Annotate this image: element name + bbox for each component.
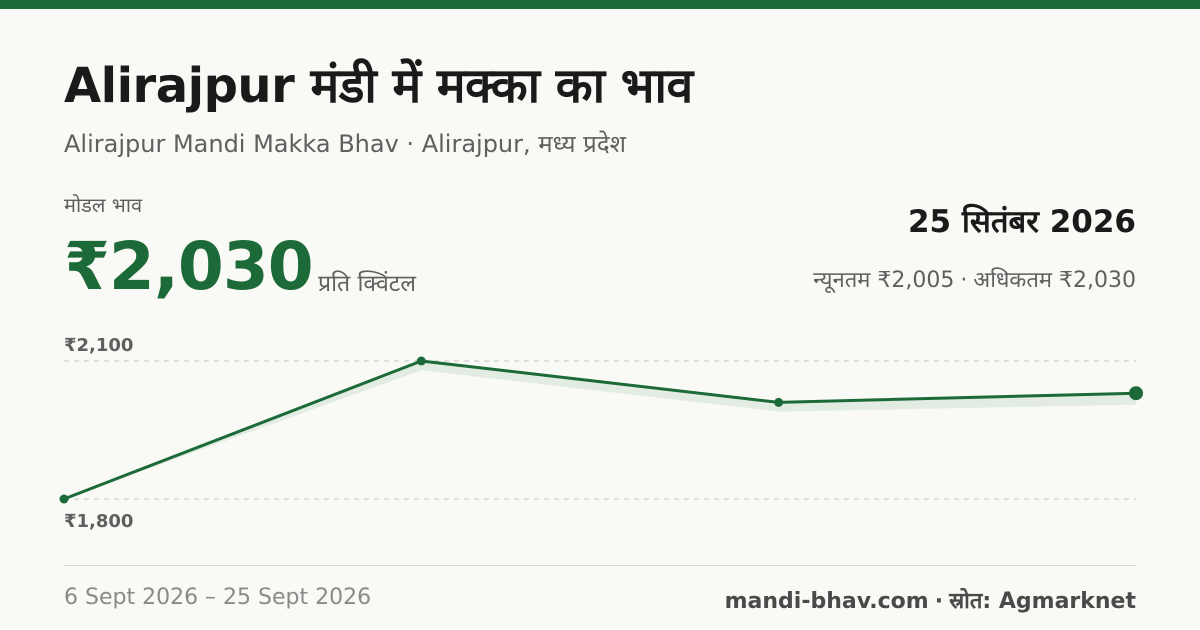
footer-divider: [64, 565, 1136, 566]
chart-axis-labels: ₹1,800 ₹2,100: [64, 335, 133, 532]
y-tick-label-1800: ₹1,800: [64, 511, 133, 532]
max-price: अधिकतम ₹2,030: [973, 268, 1136, 293]
footer-separator: ·: [934, 589, 944, 614]
price-range: न्यूनतम ₹2,005 · अधिकतम ₹2,030: [813, 264, 1136, 294]
modal-price-line: [62, 359, 1138, 501]
chart-series: [59, 356, 1143, 504]
date-period: 6 Sept 2026 – 25 Sept 2026: [64, 585, 372, 610]
data-source: स्रोत: Agmarknet: [949, 589, 1136, 614]
chart-gridlines: [64, 360, 1136, 500]
data-point-2: [416, 356, 426, 366]
data-point-3: [774, 397, 784, 407]
y-tick-label-2100: ₹2,100: [64, 335, 133, 356]
price-unit: प्रति क्विंटल: [318, 271, 416, 297]
data-point-1: [59, 494, 69, 504]
page-subtitle: Alirajpur Mandi Makka Bhav · Alirajpur, …: [64, 130, 626, 158]
range-separator: ·: [960, 268, 968, 293]
data-point-4: [1129, 386, 1143, 401]
page-title: Alirajpur मंडी में मक्का का भाव: [64, 58, 693, 114]
site-name: mandi-bhav.com: [724, 589, 929, 614]
footer-credits: mandi-bhav.com · स्रोत: Agmarknet: [725, 585, 1136, 615]
price-date: 25 सितंबर 2026: [907, 204, 1136, 240]
modal-price-value: ₹2,030: [64, 228, 314, 305]
modal-price-label: मोडल भाव: [64, 193, 143, 217]
top-accent-bar: [0, 0, 1200, 9]
min-price: न्यूनतम ₹2,005: [813, 268, 955, 293]
